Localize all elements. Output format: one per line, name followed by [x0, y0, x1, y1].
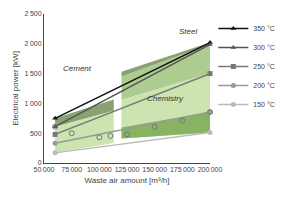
svg-text:100 000: 100 000 [87, 166, 112, 173]
svg-text:2 500: 2 500 [25, 10, 42, 17]
svg-text:1 500: 1 500 [25, 70, 42, 77]
svg-text:300 °C: 300 °C [253, 44, 274, 51]
svg-text:Electrical power [kW]: Electrical power [kW] [11, 51, 20, 126]
svg-text:125 000: 125 000 [115, 166, 140, 173]
svg-text:500: 500 [30, 130, 42, 137]
svg-text:150 °C: 150 °C [253, 101, 274, 108]
svg-text:0: 0 [38, 159, 42, 166]
svg-text:200 °C: 200 °C [253, 82, 274, 89]
svg-text:350 °C: 350 °C [253, 25, 274, 32]
svg-text:Steel: Steel [179, 27, 197, 36]
svg-text:2 000: 2 000 [25, 40, 42, 47]
svg-text:1 000: 1 000 [25, 100, 42, 107]
svg-text:200 000: 200 000 [198, 166, 223, 173]
svg-text:150 000: 150 000 [142, 166, 167, 173]
svg-text:Waste air amount [m³/h]: Waste air amount [m³/h] [84, 176, 169, 185]
svg-text:Cement: Cement [63, 64, 92, 73]
svg-text:175 000: 175 000 [170, 166, 195, 173]
svg-text:250 °C: 250 °C [253, 63, 274, 70]
svg-text:75 000: 75 000 [61, 166, 82, 173]
svg-text:50 000: 50 000 [34, 166, 55, 173]
svg-text:Chemistry: Chemistry [147, 94, 184, 103]
